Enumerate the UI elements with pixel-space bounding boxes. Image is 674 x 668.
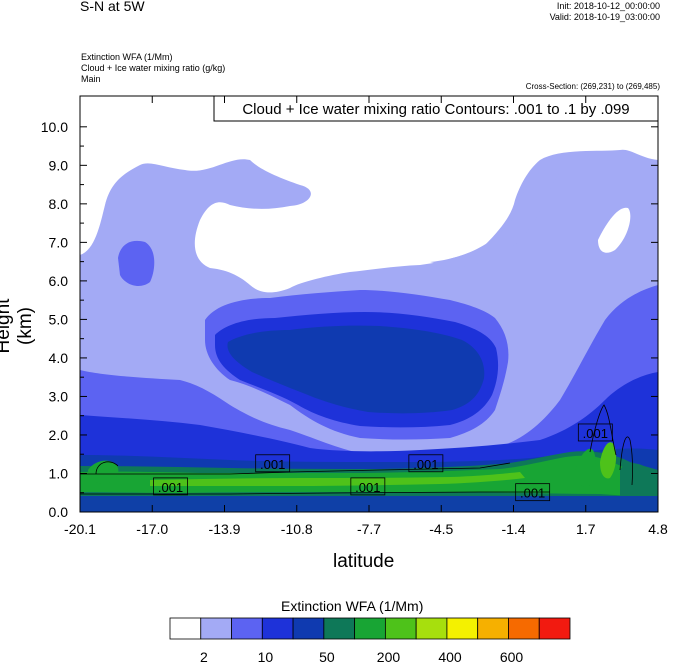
contour-line-spike xyxy=(589,404,617,456)
x-axis: -20.1 -17.0 -13.9 -10.8 -7.7 -4.5 -1.4 1.7 4.8 xyxy=(64,96,668,537)
x-tick-label: -7.7 xyxy=(357,521,381,537)
colorbar-swatch xyxy=(446,617,479,640)
x-axis-label: latitude xyxy=(333,551,395,572)
init-time: Init: 2018-10-12_00:00:00 xyxy=(556,1,660,11)
contour-line-spike-2 xyxy=(619,436,633,486)
contour-label: .001 xyxy=(158,480,183,495)
y-tick-label: 7.0 xyxy=(49,234,69,250)
y-tick-label: 4.0 xyxy=(49,350,69,366)
colorbar-label: 400 xyxy=(438,649,462,665)
colorbar-label: 200 xyxy=(377,649,401,665)
fill-medium-blue-patch xyxy=(118,240,155,286)
colorbar-swatch xyxy=(169,617,202,640)
y-tick-label: 3.0 xyxy=(49,388,69,404)
colorbar-swatch xyxy=(292,617,325,640)
colorbar: 2 10 50 200 400 600 xyxy=(169,617,571,665)
colorbar-swatch xyxy=(261,617,294,640)
field-label-main: Main xyxy=(81,74,101,84)
plot-title: S-N at 5W xyxy=(80,0,145,14)
fill-light-blue-lower-right xyxy=(430,170,560,268)
contour-line-left-box xyxy=(95,461,119,475)
x-tick-label: -20.1 xyxy=(64,521,96,537)
x-tick-label: 4.8 xyxy=(648,521,668,537)
colorbar-swatch xyxy=(477,617,509,640)
y-tick-label: 9.0 xyxy=(49,157,69,173)
contour-label-layer: .001 .001 .001 .001 .001 .001 xyxy=(153,423,613,502)
contour-label-box xyxy=(408,454,444,473)
contour-label: .001 xyxy=(260,457,285,472)
colorbar-swatch xyxy=(415,617,448,640)
colorbar-swatch xyxy=(508,617,540,640)
legend-box-frame xyxy=(213,95,659,122)
contour-label-box xyxy=(153,477,188,496)
legend-box: Cloud + Ice water mixing ratio Contours:… xyxy=(213,95,659,122)
contour-lines xyxy=(80,404,633,495)
y-tick-label: 5.0 xyxy=(49,311,69,327)
y-tick-label: 0.0 xyxy=(49,504,69,520)
contour-label-box xyxy=(255,454,291,473)
contour-line-lower xyxy=(80,491,550,495)
contour-label-box xyxy=(515,483,551,502)
x-tick-label: 1.7 xyxy=(576,521,596,537)
fill-green-band xyxy=(80,455,658,498)
colorbar-swatch xyxy=(384,617,417,640)
valid-time: Valid: 2018-10-19_03:00:00 xyxy=(549,12,660,22)
fill-green-spike-2 xyxy=(600,442,617,479)
colorbar-swatch xyxy=(231,617,263,640)
colorbar-label: 10 xyxy=(258,649,274,665)
field-label-cloud-ice: Cloud + Ice water mixing ratio (g/kg) xyxy=(81,63,226,73)
colorbar-swatch xyxy=(538,617,571,640)
colorbar-swatch xyxy=(323,617,356,640)
colorbar-swatch xyxy=(200,617,232,640)
colorbar-title: Extinction WFA (1/Mm) xyxy=(281,598,424,614)
y-tick-label: 1.0 xyxy=(49,465,69,481)
contour-label: .001 xyxy=(520,486,545,501)
fill-green-left-bump xyxy=(88,460,119,484)
contour-label: .001 xyxy=(355,480,380,495)
y-axis: 0.0 1.0 2.0 3.0 4.0 5.0 6.0 7.0 8.0 9.0 10.0 xyxy=(41,119,658,520)
fill-dark-blue-core xyxy=(227,325,485,414)
fill-bright-green-streak xyxy=(150,472,525,486)
contour-label: .001 xyxy=(413,457,438,472)
contour-line-main xyxy=(80,462,511,475)
y-tick-label: 8.0 xyxy=(49,196,69,212)
fill-white-region xyxy=(80,96,658,293)
y-tick-label: 6.0 xyxy=(49,273,69,289)
x-tick-label: -4.5 xyxy=(429,521,453,537)
filled-contours xyxy=(80,96,658,512)
cross-section-label: Cross-Section: (269,231) to (269,485) xyxy=(525,82,660,91)
y-axis-label: Height (km) xyxy=(0,298,36,354)
colorbar-swatch xyxy=(354,617,386,640)
x-tick-label: -17.0 xyxy=(136,521,168,537)
fill-white-island xyxy=(598,207,631,253)
field-label-extinction: Extinction WFA (1/Mm) xyxy=(81,52,173,62)
contour-label-box xyxy=(577,423,613,442)
y-tick-label: 10.0 xyxy=(41,119,68,135)
colorbar-label: 2 xyxy=(200,649,208,665)
contour-label: .001 xyxy=(583,426,608,441)
colorbar-label: 600 xyxy=(500,649,524,665)
contour-info-title: Cloud + Ice water mixing ratio Contours:… xyxy=(242,101,629,118)
x-tick-label: -1.4 xyxy=(501,521,525,537)
y-tick-label: 2.0 xyxy=(49,427,69,443)
x-tick-label: -13.9 xyxy=(209,521,241,537)
contour-label-box xyxy=(350,477,386,496)
fill-green-spike-1 xyxy=(575,448,596,487)
x-tick-label: -10.8 xyxy=(281,521,313,537)
colorbar-label: 50 xyxy=(319,649,335,665)
